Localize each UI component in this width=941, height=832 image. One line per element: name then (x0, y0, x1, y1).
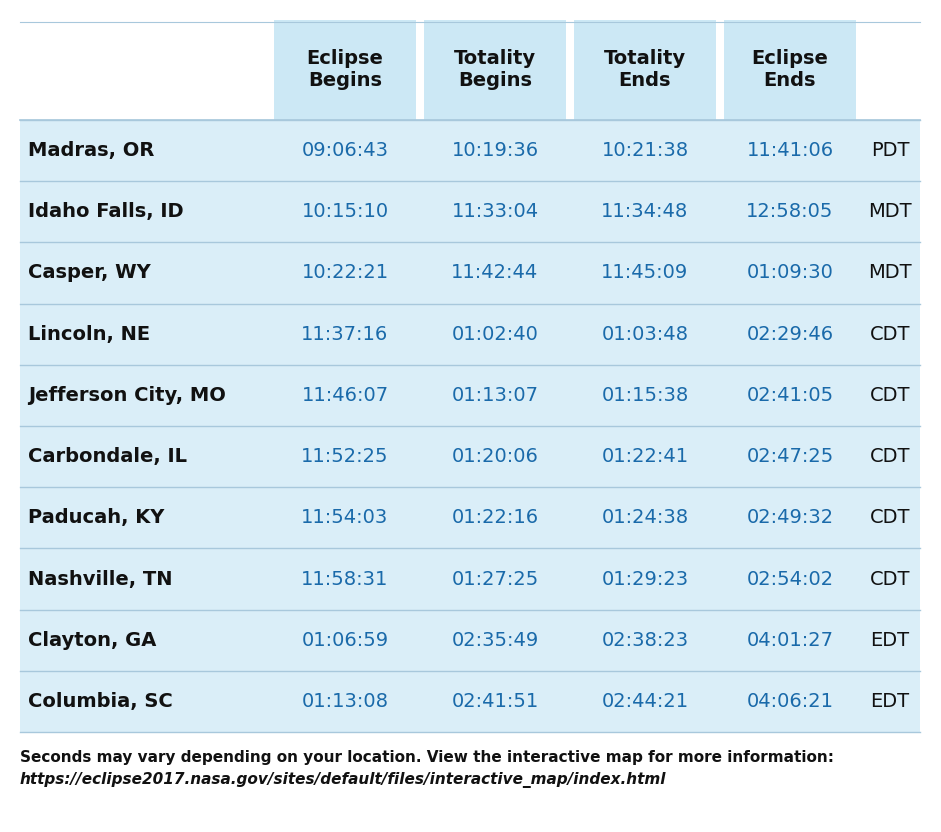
Text: CDT: CDT (869, 324, 910, 344)
Text: 01:22:41: 01:22:41 (601, 447, 689, 466)
Text: 11:34:48: 11:34:48 (601, 202, 689, 221)
Bar (274, 20, 416, 120)
Bar (20, 120, 920, 181)
Text: 11:58:31: 11:58:31 (301, 569, 389, 588)
Bar (20, 364, 920, 426)
Text: CDT: CDT (869, 386, 910, 405)
Text: Casper, WY: Casper, WY (28, 264, 151, 283)
Text: EDT: EDT (870, 692, 910, 711)
Text: 02:54:02: 02:54:02 (746, 569, 834, 588)
Text: 04:06:21: 04:06:21 (746, 692, 834, 711)
Text: 11:41:06: 11:41:06 (746, 141, 834, 160)
Text: Paducah, KY: Paducah, KY (28, 508, 165, 527)
Text: 11:45:09: 11:45:09 (601, 264, 689, 283)
Text: Lincoln, NE: Lincoln, NE (28, 324, 151, 344)
Text: Clayton, GA: Clayton, GA (28, 631, 156, 650)
Text: 01:03:48: 01:03:48 (601, 324, 689, 344)
Bar (20, 242, 920, 304)
Text: 01:13:08: 01:13:08 (301, 692, 389, 711)
Text: CDT: CDT (869, 447, 910, 466)
Text: 01:06:59: 01:06:59 (301, 631, 389, 650)
Text: Idaho Falls, ID: Idaho Falls, ID (28, 202, 183, 221)
Text: Eclipse
Ends: Eclipse Ends (752, 49, 828, 91)
Text: 01:15:38: 01:15:38 (601, 386, 689, 405)
Text: Columbia, SC: Columbia, SC (28, 692, 173, 711)
Text: Carbondale, IL: Carbondale, IL (28, 447, 187, 466)
Text: 02:41:51: 02:41:51 (452, 692, 538, 711)
Text: 01:13:07: 01:13:07 (452, 386, 538, 405)
Text: 02:44:21: 02:44:21 (601, 692, 689, 711)
Bar (20, 548, 920, 610)
Text: 02:47:25: 02:47:25 (746, 447, 834, 466)
Bar (20, 181, 920, 242)
Text: 02:41:05: 02:41:05 (746, 386, 834, 405)
Bar (20, 610, 920, 671)
Text: 01:02:40: 01:02:40 (452, 324, 538, 344)
Bar (20, 304, 920, 364)
Text: PDT: PDT (870, 141, 909, 160)
Text: 04:01:27: 04:01:27 (746, 631, 834, 650)
Bar (20, 488, 920, 548)
Text: 01:29:23: 01:29:23 (601, 569, 689, 588)
Text: 12:58:05: 12:58:05 (746, 202, 834, 221)
Text: 01:09:30: 01:09:30 (746, 264, 834, 283)
Text: Nashville, TN: Nashville, TN (28, 569, 172, 588)
Text: Jefferson City, MO: Jefferson City, MO (28, 386, 226, 405)
Text: 02:29:46: 02:29:46 (746, 324, 834, 344)
Text: 10:22:21: 10:22:21 (301, 264, 389, 283)
Text: Madras, OR: Madras, OR (28, 141, 154, 160)
Text: CDT: CDT (869, 569, 910, 588)
Bar (20, 426, 920, 488)
Text: 10:19:36: 10:19:36 (452, 141, 538, 160)
Text: Totality
Begins: Totality Begins (454, 49, 536, 91)
Text: 11:42:44: 11:42:44 (452, 264, 538, 283)
Bar (574, 20, 716, 120)
Text: 01:24:38: 01:24:38 (601, 508, 689, 527)
Text: 11:54:03: 11:54:03 (301, 508, 389, 527)
Text: CDT: CDT (869, 508, 910, 527)
Text: 11:37:16: 11:37:16 (301, 324, 389, 344)
Text: MDT: MDT (869, 264, 912, 283)
Text: 11:52:25: 11:52:25 (301, 447, 389, 466)
Bar (20, 671, 920, 732)
Text: 02:49:32: 02:49:32 (746, 508, 834, 527)
Text: 09:06:43: 09:06:43 (301, 141, 389, 160)
Text: 01:20:06: 01:20:06 (452, 447, 538, 466)
Text: Seconds may vary depending on your location. View the interactive map for more i: Seconds may vary depending on your locat… (20, 750, 834, 765)
Bar (424, 20, 566, 120)
Text: MDT: MDT (869, 202, 912, 221)
Text: 10:21:38: 10:21:38 (601, 141, 689, 160)
Text: 02:38:23: 02:38:23 (601, 631, 689, 650)
Text: https://eclipse2017.nasa.gov/sites/default/files/interactive_map/index.html: https://eclipse2017.nasa.gov/sites/defau… (20, 772, 666, 788)
Text: 01:27:25: 01:27:25 (452, 569, 538, 588)
Text: 02:35:49: 02:35:49 (452, 631, 538, 650)
Text: 11:33:04: 11:33:04 (452, 202, 538, 221)
Text: 01:22:16: 01:22:16 (452, 508, 538, 527)
Text: Totality
Ends: Totality Ends (604, 49, 686, 91)
Bar (724, 20, 856, 120)
Text: 11:46:07: 11:46:07 (301, 386, 389, 405)
Text: 10:15:10: 10:15:10 (301, 202, 389, 221)
Text: EDT: EDT (870, 631, 910, 650)
Text: Eclipse
Begins: Eclipse Begins (307, 49, 383, 91)
